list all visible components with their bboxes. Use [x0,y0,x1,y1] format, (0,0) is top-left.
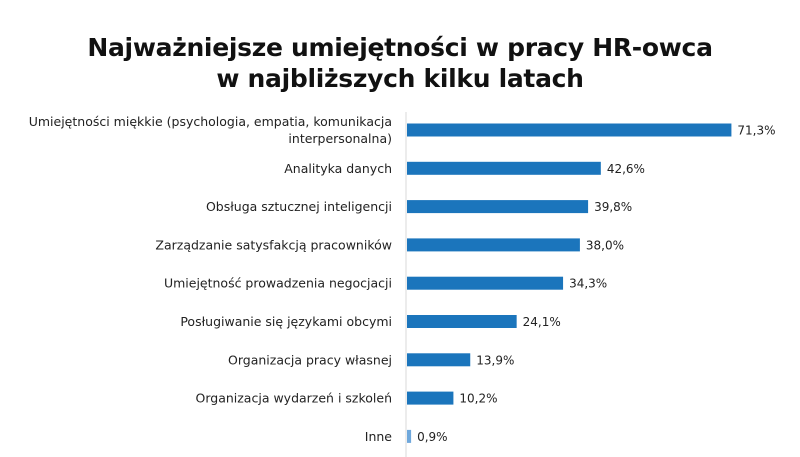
value-label: 71,3% [737,124,775,138]
category-label: Organizacja pracy własnej [228,352,392,367]
bar [407,161,601,175]
bar [407,391,454,405]
bar [407,123,732,137]
value-labels: 71,3% 42,6% 39,8% 38,0% 34,3% 24,1% 13,9% 10,2%… [417,124,775,444]
category-label: interpersonalna) [288,131,392,146]
value-label: 24,1% [523,315,561,329]
value-label: 13,9% [476,353,514,367]
chart-title-line-2: w najbliższych kilku latach [216,64,584,93]
bar [407,429,412,443]
bar [407,200,589,214]
category-label: Analityka danych [284,161,392,176]
category-label: Inne [365,429,393,444]
chart-title: Najważniejsze umiejętności w pracy HR-ow… [0,32,800,94]
chart-title-line-1: Najważniejsze umiejętności w pracy HR-ow… [87,33,713,62]
bars [407,123,732,443]
bar [407,238,580,252]
category-label: Umiejętność prowadzenia negocjacji [164,276,392,291]
value-label: 42,6% [607,162,645,176]
value-label: 0,9% [417,430,448,444]
value-label: 39,8% [594,200,632,214]
category-label: Posługiwanie się językami obcymi [180,314,392,329]
bar [407,315,517,328]
category-label: Umiejętności miękkie (psychologia, empat… [29,114,392,129]
value-label: 34,3% [569,277,607,291]
value-label: 38,0% [586,238,624,252]
category-label: Organizacja wydarzeń i szkoleń [196,391,393,406]
category-labels: Umiejętności miękkie (psychologia, empat… [29,114,393,444]
category-label: Zarządzanie satysfakcją pracowników [155,237,392,252]
category-label: Obsługa sztucznej inteligencji [206,199,392,214]
value-label: 10,2% [459,392,497,406]
bar [407,276,564,290]
bar [407,353,471,367]
